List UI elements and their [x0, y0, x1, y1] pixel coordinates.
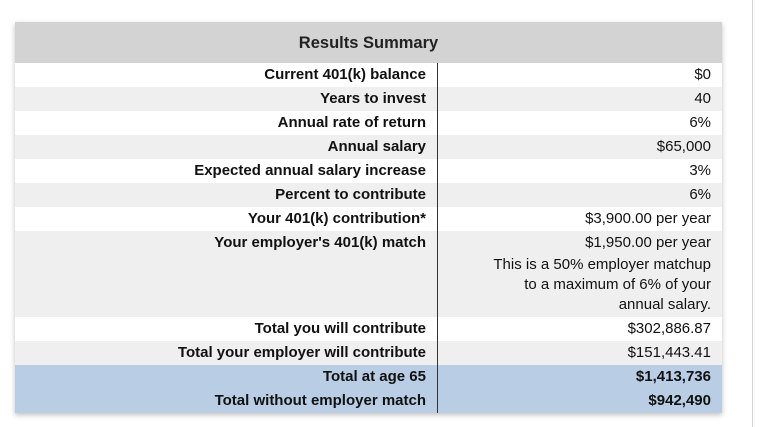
table-row-years-to-invest: Years to invest 40 — [15, 87, 722, 111]
row-value: $3,900.00 per year — [585, 210, 711, 227]
row-label: Annual rate of return — [15, 111, 438, 135]
row-label: Current 401(k) balance — [15, 63, 438, 87]
row-label: Your 401(k) contribution* — [15, 207, 438, 231]
table-row-percent-to-contribute: Percent to contribute 6% — [15, 183, 722, 207]
row-value: 6% — [689, 186, 711, 203]
results-summary-title: Results Summary — [15, 22, 722, 63]
table-row-annual-rate-of-return: Annual rate of return 6% — [15, 111, 722, 135]
employer-match-value: $1,950.00 per year — [585, 234, 711, 251]
table-row-annual-salary: Annual salary $65,000 — [15, 135, 722, 159]
table-row-total-you-contribute: Total you will contribute $302,886.87 — [15, 317, 722, 341]
table-row-total-employer-contribute: Total your employer will contribute $151… — [15, 341, 722, 365]
row-value: $0 — [694, 66, 711, 83]
table-row-employer-match: Your employer's 401(k) match $1,950.00 p… — [15, 231, 722, 317]
row-value: 3% — [689, 162, 711, 179]
row-value: 40 — [694, 90, 711, 107]
row-label: Total without employer match — [15, 389, 438, 413]
row-value: $302,886.87 — [627, 320, 711, 337]
row-value: $1,413,736 — [635, 368, 711, 385]
table-row-salary-increase: Expected annual salary increase 3% — [15, 159, 722, 183]
row-value: 6% — [689, 114, 711, 131]
employer-match-note-line: annual salary. — [618, 296, 711, 313]
row-value: $1,950.00 per year This is a 50% employe… — [438, 231, 722, 317]
results-summary-table: Results Summary Current 401(k) balance $… — [15, 22, 722, 413]
table-row-your-contribution: Your 401(k) contribution* $3,900.00 per … — [15, 207, 722, 231]
row-value: $942,490 — [648, 392, 711, 409]
employer-match-note-line: This is a 50% employer matchup — [493, 256, 711, 273]
page-right-border — [752, 0, 753, 427]
table-row-total-at-age-65: Total at age 65 $1,413,736 — [15, 365, 722, 389]
row-label: Total your employer will contribute — [15, 341, 438, 365]
row-label: Total you will contribute — [15, 317, 438, 341]
row-label: Expected annual salary increase — [15, 159, 438, 183]
row-label: Percent to contribute — [15, 183, 438, 207]
row-label: Total at age 65 — [15, 365, 438, 389]
row-value: $151,443.41 — [627, 344, 711, 361]
table-row-current-balance: Current 401(k) balance $0 — [15, 63, 722, 87]
row-label: Years to invest — [15, 87, 438, 111]
row-label: Annual salary — [15, 135, 438, 159]
row-value: $65,000 — [656, 138, 711, 155]
employer-match-note-line: to a maximum of 6% of your — [524, 276, 711, 293]
row-label: Your employer's 401(k) match — [15, 231, 438, 317]
table-row-total-without-match: Total without employer match $942,490 — [15, 389, 722, 413]
